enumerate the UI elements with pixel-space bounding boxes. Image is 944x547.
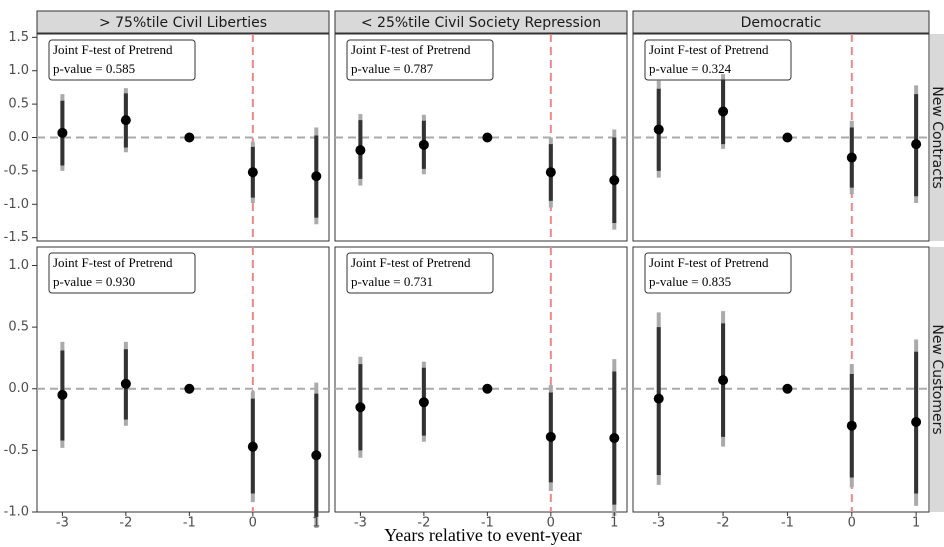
- y-tick-label: 1.0: [8, 63, 29, 78]
- x-tick-label: -3: [652, 516, 665, 531]
- y-tick-label: -0.5: [4, 163, 29, 178]
- y-tick-label: 0.0: [8, 381, 29, 396]
- x-tick-label: -1: [183, 516, 196, 531]
- annotation-box: [48, 252, 196, 294]
- strip: [334, 10, 628, 34]
- x-tick-label: -2: [417, 516, 430, 531]
- annotation: p-value = 0.835: [649, 274, 731, 289]
- point: [355, 145, 366, 156]
- point: [545, 431, 556, 442]
- annotation: p-value = 0.930: [53, 274, 135, 289]
- y-tick-label: -1.0: [4, 505, 29, 520]
- x-tick-label: -2: [717, 516, 730, 531]
- x-tick-label: -3: [56, 516, 69, 531]
- point: [247, 167, 258, 178]
- point: [184, 132, 195, 143]
- column-label: < 25%tile Civil Society Repression: [361, 15, 601, 31]
- point: [718, 375, 729, 386]
- annotation: p-value = 0.324: [649, 61, 732, 76]
- y-tick-label: 1.5: [8, 30, 29, 45]
- annotation: Joint F-test of Pretrend: [53, 42, 173, 57]
- row-label: New Customers: [929, 324, 944, 434]
- point: [545, 167, 556, 178]
- annotation: p-value = 0.731: [351, 274, 433, 289]
- annotation: Joint F-test of Pretrend: [649, 42, 769, 57]
- point: [718, 106, 729, 117]
- point: [57, 127, 68, 138]
- y-tick-label: 1.0: [8, 258, 29, 273]
- annotation: p-value = 0.585: [53, 61, 135, 76]
- column-label: Democratic: [741, 15, 822, 31]
- point: [355, 402, 366, 413]
- point: [311, 450, 322, 461]
- point: [418, 397, 429, 408]
- y-tick-label: -1.5: [4, 230, 29, 245]
- column-label: > 75%tile Civil Liberties: [99, 15, 267, 31]
- strip: [930, 34, 944, 241]
- point: [653, 393, 664, 404]
- annotation-box: [346, 252, 494, 294]
- x-tick-label: 0: [249, 516, 257, 531]
- y-tick-label: 0.5: [8, 320, 29, 335]
- annotation-box: [48, 39, 196, 81]
- x-tick-label: -3: [354, 516, 367, 531]
- point: [482, 383, 493, 394]
- annotation-box: [644, 39, 792, 81]
- strip: [632, 10, 930, 34]
- y-tick-label: 0.5: [8, 97, 29, 112]
- point: [609, 175, 620, 186]
- annotation: p-value = 0.787: [351, 61, 434, 76]
- point: [653, 124, 664, 135]
- annotation: Joint F-test of Pretrend: [53, 255, 173, 270]
- annotation: Joint F-test of Pretrend: [351, 42, 471, 57]
- point: [184, 383, 195, 394]
- point: [846, 152, 857, 163]
- x-tick-label: -2: [119, 516, 132, 531]
- point: [120, 115, 131, 126]
- point: [247, 441, 258, 452]
- x-tick-label: 0: [547, 516, 555, 531]
- strip: [930, 247, 944, 512]
- point: [311, 171, 322, 182]
- x-tick-label: 1: [610, 516, 618, 531]
- x-tick-label: 1: [912, 516, 920, 531]
- strip: [36, 10, 330, 34]
- y-tick-label: 0.0: [8, 130, 29, 145]
- point: [120, 378, 131, 389]
- x-tick-label: 1: [312, 516, 320, 531]
- annotation-box: [644, 252, 792, 294]
- x-tick-label: -1: [781, 516, 794, 531]
- annotation: Joint F-test of Pretrend: [649, 255, 769, 270]
- x-axis-title: Years relative to event-year: [384, 525, 582, 545]
- point: [782, 132, 793, 143]
- x-tick-label: 0: [848, 516, 856, 531]
- point: [846, 420, 857, 431]
- annotation-box: [346, 39, 494, 81]
- y-tick-label: -0.5: [4, 443, 29, 458]
- y-tick-label: -1.0: [4, 197, 29, 212]
- point: [911, 417, 922, 428]
- row-label: New Contracts: [929, 86, 944, 189]
- annotation: Joint F-test of Pretrend: [351, 255, 471, 270]
- point: [418, 139, 429, 150]
- point: [482, 132, 493, 143]
- point: [609, 433, 620, 444]
- point: [782, 383, 793, 394]
- point: [57, 389, 68, 400]
- x-tick-label: -1: [481, 516, 494, 531]
- point: [911, 139, 922, 150]
